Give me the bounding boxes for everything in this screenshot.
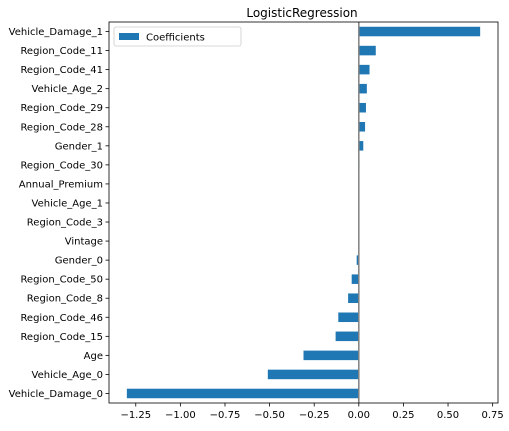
x-tick-layer: −1.25 −1.00 −0.75 −0.50 −0.25 0.00 0.25 0.50 0.7…: [120, 403, 503, 421]
bar-region-code-29: [359, 103, 366, 113]
bar-region-code-15: [336, 332, 359, 342]
y-tick-label-region-code-30: Region_Code_30: [20, 160, 103, 171]
x-tick-label-5: 0.00: [348, 410, 370, 421]
plot-frame: [109, 22, 498, 403]
y-tick-label-region-code-11: Region_Code_11: [20, 46, 103, 57]
x-tick-label-8: 0.75: [482, 410, 504, 421]
y-tick-label-region-code-8: Region_Code_8: [27, 294, 103, 305]
legend-label: Coefficients: [146, 33, 205, 44]
x-tick-label-4: −0.25: [299, 410, 330, 421]
y-tick-label-vehicle-damage-0: Vehicle_Damage_0: [9, 389, 103, 400]
bar-region-code-11: [359, 46, 376, 56]
y-tick-label-gender-1: Gender_1: [55, 141, 103, 152]
chart-title: LogisticRegression: [246, 6, 357, 20]
bar-vehicle-damage-0: [127, 389, 359, 399]
legend: Coefficients: [114, 27, 241, 46]
y-tick-label-region-code-28: Region_Code_28: [20, 122, 103, 133]
legend-swatch: [119, 33, 139, 40]
bar-vehicle-age-0: [268, 370, 359, 380]
x-tick-label-0: −1.25: [120, 410, 151, 421]
y-tick-label-region-code-15: Region_Code_15: [20, 332, 103, 343]
x-tick-label-2: −0.75: [210, 410, 241, 421]
bars-layer: [127, 27, 480, 398]
bar-region-code-50: [352, 274, 359, 284]
y-tick-label-region-code-29: Region_Code_29: [20, 103, 103, 114]
y-tick-label-gender-0: Gender_0: [55, 256, 103, 267]
y-tick-label-region-code-50: Region_Code_50: [20, 275, 103, 286]
y-tick-label-vintage: Vintage: [65, 237, 103, 248]
bar-region-code-28: [359, 122, 365, 132]
y-tick-label-region-code-41: Region_Code_41: [20, 65, 103, 76]
bar-region-code-41: [359, 65, 370, 75]
y-tick-label-vehicle-damage-1: Vehicle_Damage_1: [9, 27, 103, 38]
bar-vehicle-age-2: [359, 84, 367, 94]
y-tick-label-annual-premium: Annual_Premium: [19, 179, 103, 190]
y-tick-label-region-code-46: Region_Code_46: [20, 313, 103, 324]
bar-vehicle-damage-1: [359, 27, 480, 37]
x-tick-label-3: −0.50: [254, 410, 285, 421]
bar-age: [304, 351, 359, 361]
bar-region-code-46: [338, 313, 359, 323]
bar-region-code-8: [348, 293, 359, 303]
y-tick-label-region-code-3: Region_Code_3: [27, 218, 103, 229]
x-tick-label-7: 0.50: [437, 410, 459, 421]
y-tick-label-vehicle-age-0: Vehicle_Age_0: [32, 370, 103, 381]
y-tick-label-vehicle-age-1: Vehicle_Age_1: [32, 198, 103, 209]
y-tick-label-age: Age: [84, 351, 103, 362]
y-tick-label-vehicle-age-2: Vehicle_Age_2: [32, 84, 103, 95]
x-tick-label-6: 0.25: [392, 410, 414, 421]
x-tick-label-1: −1.00: [165, 410, 196, 421]
y-tick-layer: Vehicle_Damage_1 Region_Code_11 Region_Cod…: [9, 27, 109, 400]
